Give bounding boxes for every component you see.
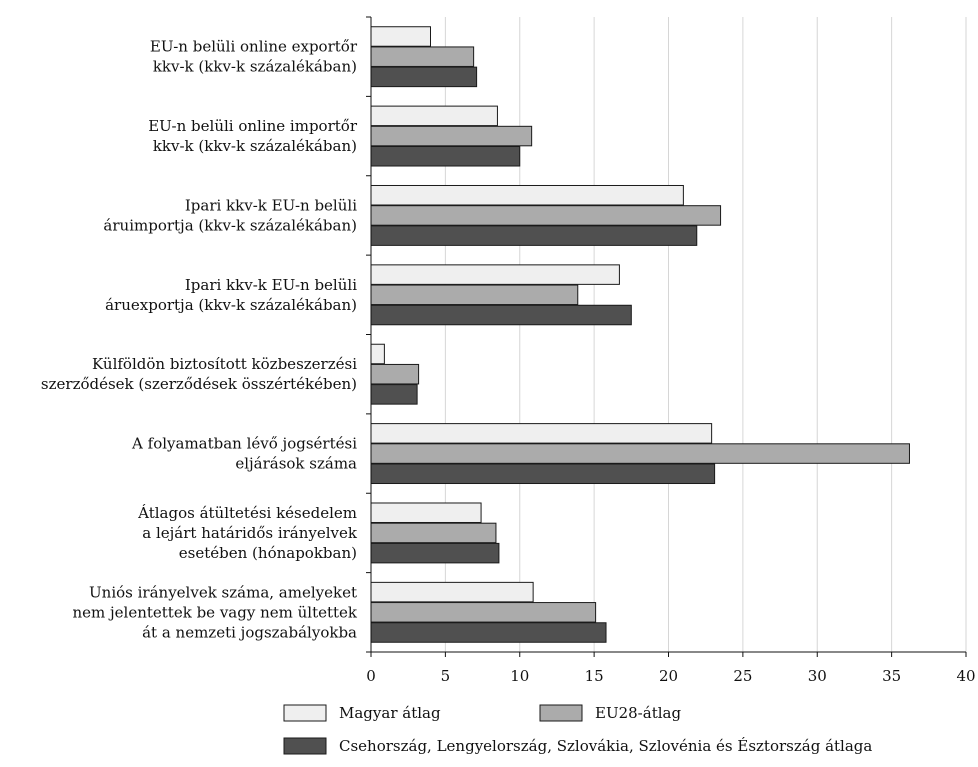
category-label: Külföldön biztosított közbeszerzési szerz… xyxy=(41,355,357,393)
legend-swatch xyxy=(539,704,583,722)
bar xyxy=(370,105,498,127)
x-tick-label: 15 xyxy=(585,667,604,685)
grid-lines xyxy=(444,17,967,652)
bar xyxy=(370,205,722,226)
bar xyxy=(370,225,698,246)
bar xyxy=(370,304,632,326)
bar xyxy=(370,443,910,464)
legend: Magyar átlag EU28-átlag Csehország, Lengye… xyxy=(283,704,872,755)
bar xyxy=(370,423,713,444)
category-label: EU-n belüli online exportőr kkv-k (kkv-k … xyxy=(150,38,358,76)
axes xyxy=(366,16,967,657)
bar xyxy=(370,622,607,643)
bar xyxy=(370,146,521,167)
bars xyxy=(370,26,910,643)
bar xyxy=(370,46,475,67)
bar xyxy=(370,522,497,544)
bar xyxy=(370,463,716,485)
x-tick-labels: 0 5 10 15 20 25 30 35 40 xyxy=(366,667,975,685)
bar xyxy=(370,125,533,147)
x-tick-label: 10 xyxy=(510,667,529,685)
x-tick-label: 20 xyxy=(659,667,678,685)
bar xyxy=(370,26,431,47)
bar xyxy=(370,363,420,385)
bar xyxy=(370,542,500,564)
x-tick-label: 5 xyxy=(441,667,451,685)
bar xyxy=(370,343,385,365)
category-label: Átlagos átültetési késedelem a lejárt hat… xyxy=(137,504,358,562)
bar xyxy=(370,384,418,405)
bar xyxy=(370,284,579,306)
category-label: Uniós irányelvek száma, amelyeket nem jel… xyxy=(72,583,357,641)
x-tick-label: 0 xyxy=(366,667,376,685)
bar xyxy=(370,184,684,206)
legend-label: Magyar átlag xyxy=(339,704,441,722)
bar xyxy=(370,581,534,603)
legend-swatch xyxy=(283,704,327,722)
x-tick-label: 40 xyxy=(956,667,975,685)
category-label: Ipari kkv-k EU-n belüli áruimportja (kkv-… xyxy=(103,196,357,234)
category-label: Ipari kkv-k EU-n belüli áruexportja (kkv-… xyxy=(105,276,357,314)
category-label: EU-n belüli online importőr kkv-k (kkv-k … xyxy=(148,117,358,155)
category-labels: EU-n belüli online exportőr kkv-k (kkv-k … xyxy=(41,38,358,642)
legend-label: EU28-átlag xyxy=(595,704,681,722)
bar xyxy=(370,602,597,623)
category-label: A folyamatban lévő jogsértési eljárások s… xyxy=(131,435,357,473)
x-tick-label: 25 xyxy=(733,667,752,685)
legend-swatch xyxy=(283,737,327,755)
x-tick-label: 30 xyxy=(808,667,827,685)
bar xyxy=(370,66,478,88)
x-tick-label: 35 xyxy=(882,667,901,685)
bar xyxy=(370,264,620,285)
bar xyxy=(370,502,482,523)
legend-label: Csehország, Lengyelország, Szlovákia, Sz… xyxy=(339,737,872,755)
